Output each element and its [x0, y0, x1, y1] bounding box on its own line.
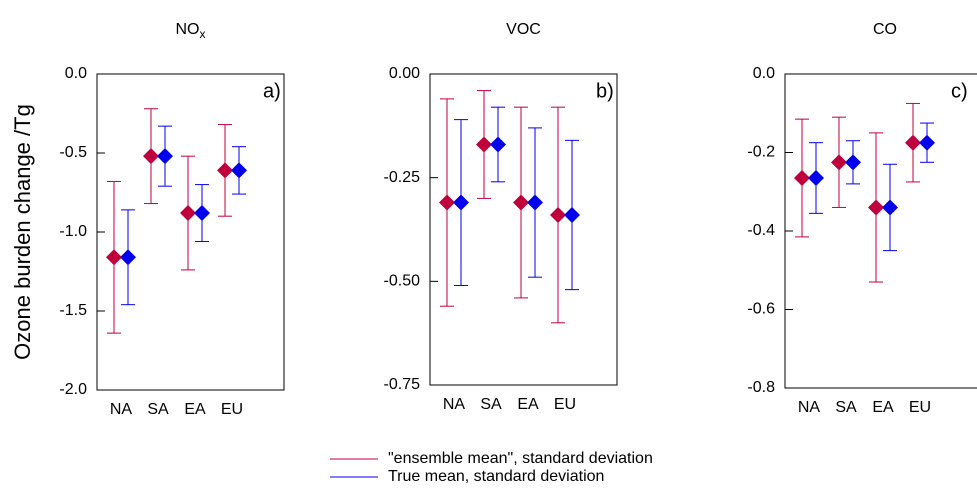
mean-marker — [194, 205, 210, 222]
panel: NOx a) 0.0 -0.5 -1.0 -1.5 -2.0 NA SA EA EU Ozone bu… — [10, 21, 285, 418]
mean-marker — [476, 136, 492, 153]
title-subscript: x — [200, 27, 206, 41]
mean-marker — [550, 206, 566, 223]
mean-marker — [564, 206, 580, 223]
mean-marker — [882, 199, 898, 216]
panel-label: b) — [596, 80, 614, 102]
mean-marker — [106, 249, 122, 266]
y-tick-label: -0.5 — [59, 144, 87, 161]
mean-marker — [453, 194, 469, 211]
y-tick-label: 0.0 — [65, 65, 87, 82]
mean-marker — [919, 134, 935, 151]
mean-marker — [231, 162, 247, 179]
panel-title: CO — [873, 21, 897, 38]
x-tick-label: EU — [554, 396, 576, 413]
x-tick-label: EU — [221, 401, 243, 418]
x-tick-label: NA — [443, 396, 466, 413]
panel-title: VOC — [506, 21, 541, 38]
y-tick-label: -0.6 — [747, 301, 775, 318]
y-tick-label: -0.25 — [384, 169, 421, 186]
legend-label: True mean, standard deviation — [388, 468, 604, 485]
legend-label: "ensemble mean", standard deviation — [388, 450, 653, 467]
y-tick-label: -0.8 — [747, 379, 775, 396]
panel: CO c) 0.0 -0.2 -0.4 -0.6 -0.8 NA SA EA EU — [747, 21, 977, 416]
plot-frame — [429, 73, 618, 386]
y-axis-label: Ozone burden change /Tg — [10, 104, 35, 360]
y-tick-label: 0.0 — [753, 65, 775, 82]
mean-marker — [527, 194, 543, 211]
mean-marker — [845, 154, 861, 171]
y-tick-label: 0.00 — [389, 65, 420, 82]
mean-marker — [808, 170, 824, 187]
panel-label: a) — [263, 80, 281, 102]
mean-marker — [180, 205, 196, 222]
mean-marker — [157, 148, 173, 165]
x-tick-label: EU — [909, 399, 931, 416]
mean-marker — [905, 134, 921, 151]
mean-marker — [143, 148, 159, 165]
mean-marker — [868, 199, 884, 216]
title-text: VOC — [506, 21, 541, 38]
plot-frame — [784, 73, 977, 389]
y-tick-label: -1.5 — [59, 302, 87, 319]
title-text: CO — [873, 21, 897, 38]
x-tick-label: NA — [798, 399, 821, 416]
x-tick-label: NA — [110, 401, 133, 418]
mean-marker — [439, 194, 455, 211]
x-tick-label: SA — [480, 396, 502, 413]
x-tick-label: EA — [517, 396, 539, 413]
x-tick-label: SA — [835, 399, 857, 416]
x-tick-label: EA — [872, 399, 894, 416]
x-tick-label: SA — [147, 401, 169, 418]
mean-marker — [513, 194, 529, 211]
y-tick-label: -0.2 — [747, 144, 775, 161]
panel-label: c) — [951, 80, 968, 102]
mean-marker — [217, 162, 233, 179]
mean-marker — [490, 136, 506, 153]
y-tick-label: -2.0 — [59, 381, 87, 398]
x-tick-label: EA — [184, 401, 206, 418]
mean-marker — [120, 249, 136, 266]
panel: VOC b) 0.00 -0.25 -0.50 -0.75 NA SA EA EU — [384, 21, 618, 413]
mean-marker — [794, 170, 810, 187]
y-tick-label: -0.4 — [747, 222, 775, 239]
y-tick-label: -1.0 — [59, 223, 87, 240]
title-text: NO — [176, 21, 200, 38]
mean-marker — [831, 154, 847, 171]
panel-title: NOx — [176, 21, 206, 41]
y-tick-label: -0.50 — [384, 273, 421, 290]
plot-frame — [96, 73, 285, 391]
y-tick-label: -0.75 — [384, 376, 421, 393]
